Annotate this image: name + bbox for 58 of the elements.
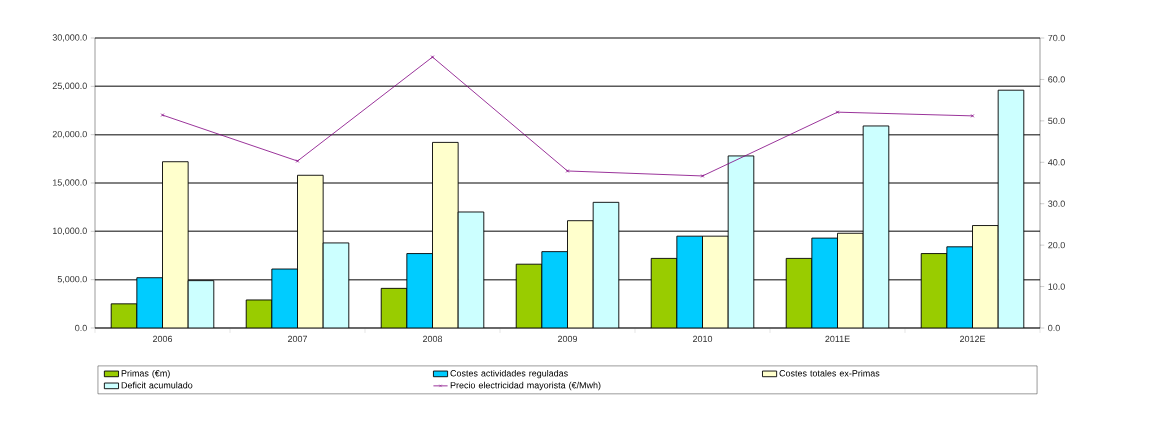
x-tick-label: 2007 xyxy=(287,335,308,343)
bar xyxy=(541,251,568,328)
y2-tick-label: 30.0 xyxy=(1048,200,1065,207)
bar xyxy=(515,263,543,328)
bar xyxy=(811,237,838,328)
bar xyxy=(567,220,594,328)
bar xyxy=(457,211,485,328)
y2-tick-label: 50.0 xyxy=(1048,117,1065,125)
x-tick-label: 2006 xyxy=(152,335,173,343)
bar xyxy=(322,242,350,328)
x-tick-label: 2010 xyxy=(692,335,713,343)
bar xyxy=(187,280,215,328)
bar xyxy=(297,174,324,328)
legend-label: Costes actividades reguladas xyxy=(450,369,568,379)
x-tick-label: 2011E xyxy=(825,335,850,343)
bar xyxy=(162,161,189,328)
point xyxy=(295,159,300,163)
bar xyxy=(650,257,678,328)
bar xyxy=(702,235,729,328)
bar xyxy=(592,201,620,328)
legend-label: Deficit acumulado xyxy=(121,381,193,389)
bar xyxy=(271,268,298,328)
y2-tick-label: 10.0 xyxy=(1048,283,1065,290)
legend-label: Primas (€m) xyxy=(121,369,170,379)
bar xyxy=(406,253,433,328)
bar xyxy=(380,287,408,328)
y-tick-label: 20,000.0 xyxy=(52,130,87,139)
legend-label: Precio electricidad mayorista (€/Mwh) xyxy=(450,381,601,391)
point xyxy=(700,174,705,178)
y2-tick-label: 40.0 xyxy=(1047,159,1065,166)
bar xyxy=(785,257,813,328)
bar xyxy=(946,246,973,328)
y2-tick-label: 0.0 xyxy=(1048,324,1060,332)
x-tick-label: 2008 xyxy=(422,335,443,343)
y-tick-label: 30,000.0 xyxy=(52,34,87,42)
bar xyxy=(972,225,999,328)
legend-label: Costes totales ex-Primas xyxy=(779,369,880,377)
y2-tick-label: 20.0 xyxy=(1048,241,1065,249)
x-tick-label: 2012E xyxy=(960,335,986,343)
y-tick-label: 0.0 xyxy=(75,324,87,332)
point xyxy=(565,169,570,173)
bar xyxy=(997,89,1025,328)
bar xyxy=(676,235,703,328)
bar xyxy=(920,253,948,328)
bar xyxy=(136,277,163,328)
y-tick-label: 5,000.0 xyxy=(57,275,87,284)
bar xyxy=(862,125,890,328)
bar xyxy=(432,141,459,328)
point xyxy=(835,110,840,114)
y2-tick-label: 60.0 xyxy=(1048,76,1065,83)
y2-tick-label: 70.0 xyxy=(1048,34,1065,42)
x-tick-label: 2009 xyxy=(557,335,578,343)
y-tick-label: 10,000.0 xyxy=(53,227,87,236)
bar xyxy=(837,232,864,328)
point xyxy=(430,55,435,59)
bar xyxy=(727,155,755,328)
y-tick-label: 15,000.0 xyxy=(53,179,87,187)
y-tick-label: 25,000.0 xyxy=(52,82,87,91)
